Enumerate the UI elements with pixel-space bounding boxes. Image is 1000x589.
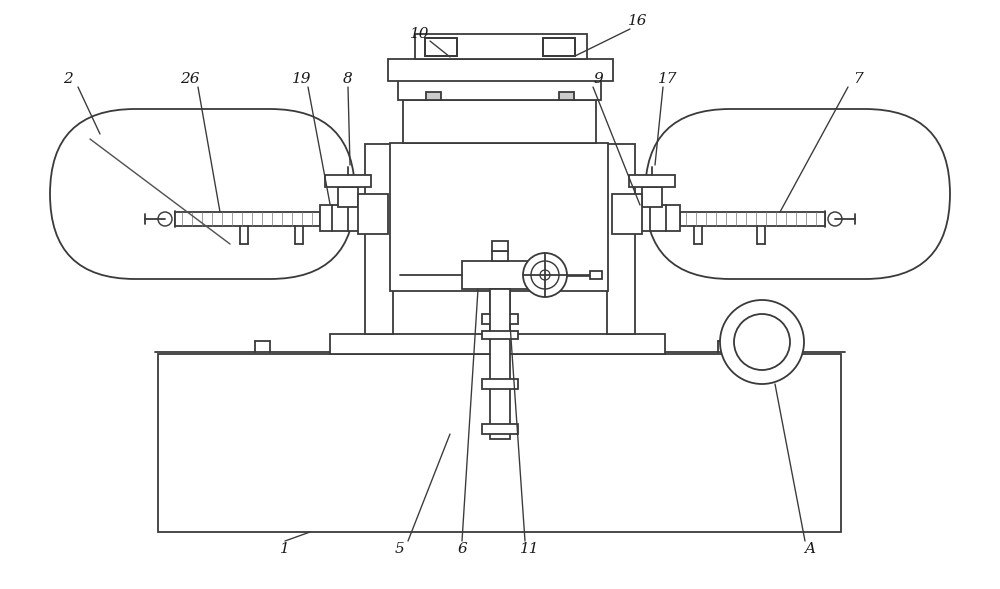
Text: 9: 9 xyxy=(593,72,603,86)
Circle shape xyxy=(828,212,842,226)
Text: 1: 1 xyxy=(280,542,290,556)
FancyBboxPatch shape xyxy=(50,109,355,279)
Bar xyxy=(482,424,518,434)
Bar xyxy=(559,92,574,100)
Bar xyxy=(426,92,441,100)
Text: 16: 16 xyxy=(628,14,648,28)
Text: A: A xyxy=(804,542,815,556)
Text: 7: 7 xyxy=(853,72,863,86)
Bar xyxy=(365,144,393,334)
Bar xyxy=(482,314,518,324)
Text: 10: 10 xyxy=(410,27,430,41)
Bar xyxy=(330,334,665,354)
Bar xyxy=(492,241,508,251)
Bar xyxy=(492,251,508,261)
Text: 26: 26 xyxy=(180,72,200,86)
Bar xyxy=(482,379,518,389)
Bar xyxy=(490,291,510,439)
Text: 17: 17 xyxy=(658,72,678,86)
Text: 11: 11 xyxy=(520,542,540,556)
Circle shape xyxy=(523,253,567,297)
FancyBboxPatch shape xyxy=(645,109,950,279)
Text: 19: 19 xyxy=(292,72,312,86)
Bar xyxy=(158,354,841,532)
Bar xyxy=(612,194,642,234)
Circle shape xyxy=(540,270,550,280)
Bar xyxy=(403,100,596,143)
Bar xyxy=(543,38,575,56)
Circle shape xyxy=(734,314,790,370)
Text: 6: 6 xyxy=(457,542,467,556)
Bar xyxy=(642,187,662,207)
Bar xyxy=(338,187,358,207)
Bar xyxy=(320,205,362,231)
Circle shape xyxy=(158,212,172,226)
Text: 5: 5 xyxy=(395,542,405,556)
Bar xyxy=(398,80,601,100)
Bar xyxy=(415,34,587,59)
Bar xyxy=(680,212,825,226)
Bar xyxy=(358,194,388,234)
Bar xyxy=(607,144,635,334)
Bar xyxy=(325,175,371,187)
Bar xyxy=(175,212,320,226)
Bar xyxy=(629,175,675,187)
Bar xyxy=(425,38,457,56)
Bar xyxy=(638,205,680,231)
Bar xyxy=(462,261,538,289)
Text: 8: 8 xyxy=(343,72,353,86)
Bar xyxy=(390,143,608,291)
Circle shape xyxy=(531,261,559,289)
Bar xyxy=(490,289,510,334)
Bar xyxy=(590,271,602,279)
Bar xyxy=(482,331,518,339)
Bar xyxy=(388,59,613,81)
Circle shape xyxy=(720,300,804,384)
Text: 2: 2 xyxy=(63,72,73,86)
